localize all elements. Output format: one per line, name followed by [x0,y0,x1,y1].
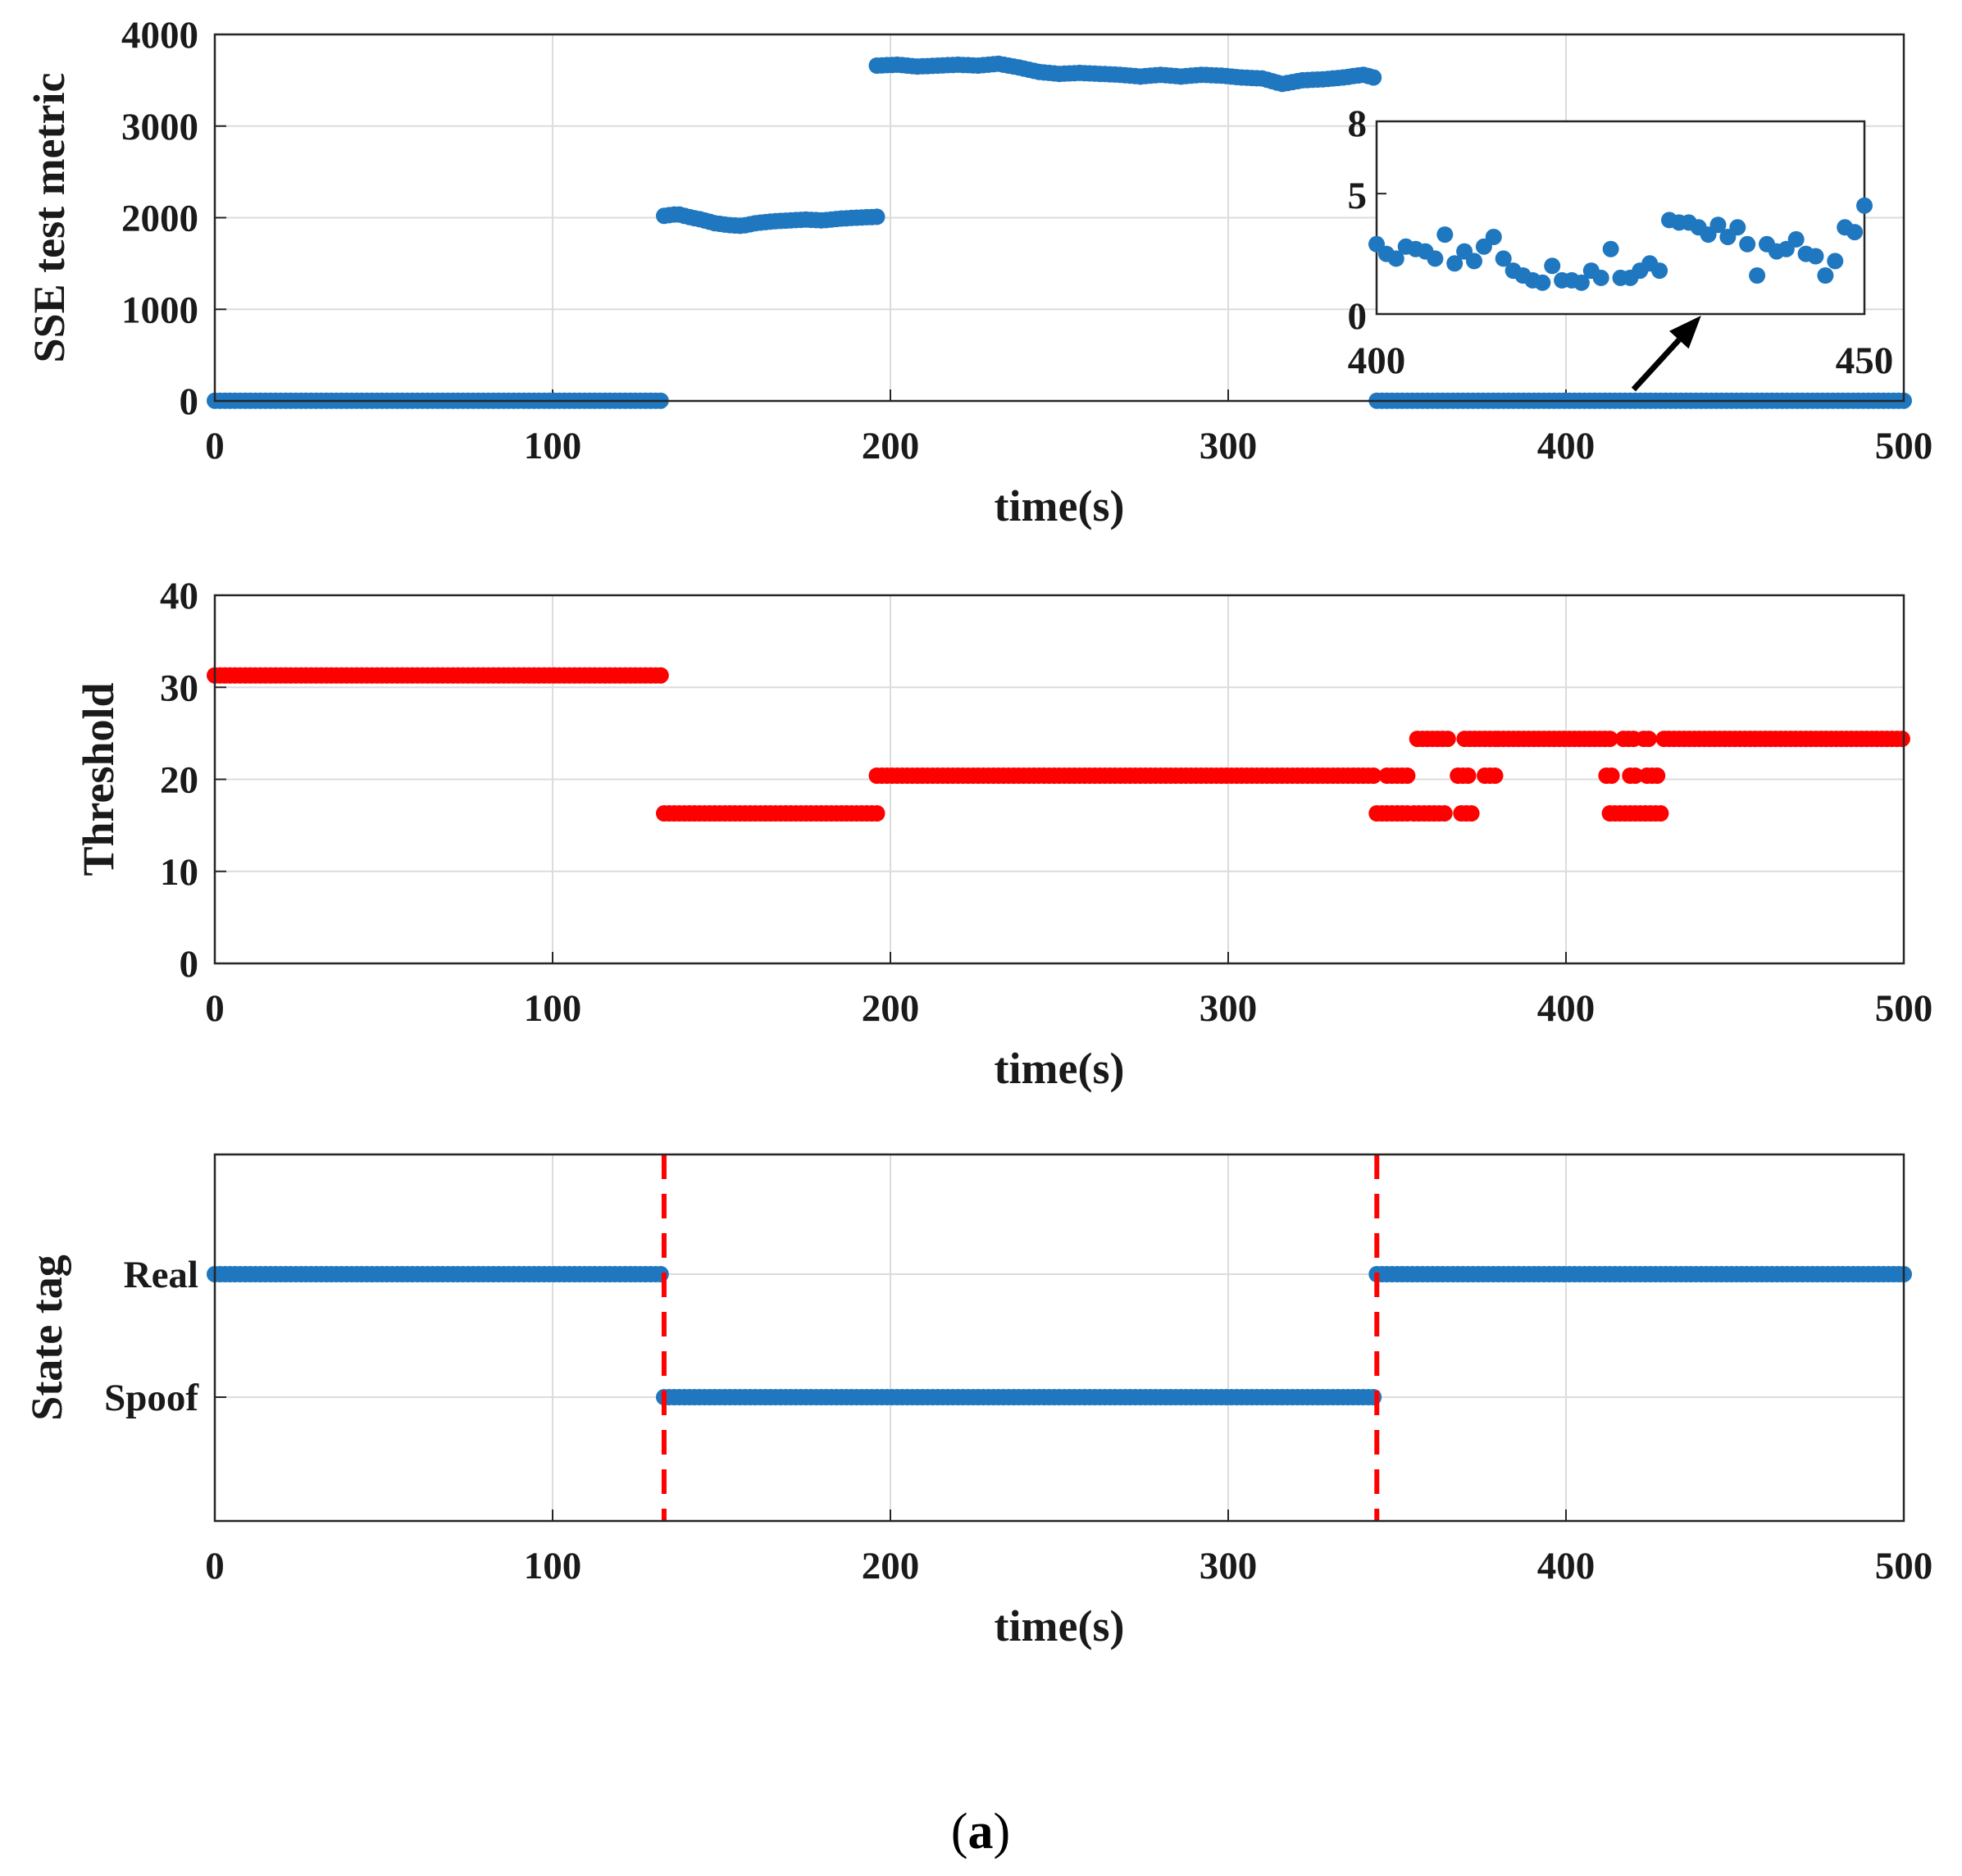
threshold-data-point [1486,767,1504,784]
x-tick-label: 300 [1200,1545,1258,1587]
x-tick-label: 300 [1200,987,1258,1030]
x-tick-label: 100 [524,425,582,467]
x-tick-label: 400 [1537,1545,1596,1587]
y-axis-label: Threshold [74,682,123,876]
threshold-data-point [1436,805,1453,822]
y-tick-label: 1000 [121,289,198,331]
y-tick-label: 20 [160,759,198,802]
inset-data-point [1485,229,1502,245]
y-tick-label: 30 [160,667,198,709]
x-tick-label: 500 [1875,425,1933,467]
threshold-data-point [1627,767,1644,784]
x-tick-label: 500 [1875,1545,1933,1587]
y-tick-label: 2000 [121,198,198,240]
sse-data-point [868,208,885,225]
inset-y-tick-label: 8 [1348,102,1368,145]
y-tick-label: 40 [160,575,198,617]
threshold-panel: 0 100 200 300 400 500 0 10 20 30 40 time(s) Threshol… [74,575,1932,1093]
threshold-data-point [1893,731,1910,748]
inset-data-point [1817,267,1834,284]
inset-x-tick-label: 450 [1836,339,1894,382]
y-tick-label: 0 [180,943,199,986]
x-tick-label: 300 [1200,425,1258,467]
plot-area-border [213,1153,1905,1523]
zoom-arrow-shaft [1631,338,1682,392]
inset-data-point [1427,250,1444,267]
x-tick-label: 0 [205,425,225,467]
threshold-data-point [1603,767,1620,784]
inset-data-point [1749,267,1766,284]
inset-data-point [1856,197,1873,214]
threshold-data-point [1459,767,1477,784]
sse-data-point [1365,69,1382,86]
y-tick-label: 3000 [121,106,198,148]
zoom-arrow-head [1669,316,1701,349]
inset-data-point [1495,250,1512,267]
x-tick-label: 500 [1875,987,1933,1030]
sse-panel: 0 100 200 300 400 50001000200030004000time(s)… [25,14,1932,530]
y-tick-label: 4000 [121,14,198,57]
inset-data-point [1709,216,1727,234]
threshold-data-point [868,805,885,822]
inset-data-point [1534,274,1551,291]
inset-data-point [1602,240,1619,257]
plot-area-border [213,594,1905,965]
inset-y-tick-label: 0 [1348,295,1368,338]
state-panel: 0 100 200 300 400 500 Real Spoof time(s) State ta… [22,1153,1933,1651]
inset-data-point [1651,262,1668,280]
threshold-data-point [1439,731,1456,748]
x-tick-label: 200 [862,987,920,1030]
x-tick-label: 200 [862,1545,920,1587]
inset-data-point [1436,226,1454,244]
y-tick-label: Real [124,1254,198,1296]
inset-x-tick-label: 400 [1348,339,1406,382]
x-axis-label: time(s) [995,1044,1125,1093]
inset-y-tick-label: 5 [1348,175,1368,217]
threshold-data-point [1463,805,1480,822]
threshold-data-point [1365,767,1382,784]
threshold-data-point [1601,731,1618,748]
inset-data-point [1807,248,1824,265]
x-tick-label: 100 [524,1545,582,1587]
inset-data-point [1446,255,1464,272]
y-axis-label: State tag [22,1254,71,1420]
plot-area-border [213,33,1905,403]
y-tick-label: Spoof [104,1377,199,1419]
inset-data-point [1573,274,1590,291]
threshold-data-point [652,667,669,684]
threshold-data-point [1649,767,1666,784]
x-tick-label: 0 [205,987,225,1030]
x-axis-label: time(s) [995,481,1125,530]
x-tick-label: 100 [524,987,582,1030]
threshold-data-point [1640,731,1657,748]
inset-data-point [1544,257,1561,275]
inset-data-point [1387,250,1404,267]
y-tick-label: 0 [180,380,199,423]
x-tick-label: 200 [862,425,920,467]
x-tick-label: 400 [1537,987,1596,1030]
threshold-data-point [1652,805,1669,822]
inset-data-point [1787,230,1805,248]
inset-data-point [1846,224,1864,241]
x-axis-label: time(s) [995,1601,1125,1651]
inset-data-point [1739,235,1756,253]
y-axis-label: SSE test metric [25,73,74,363]
y-tick-label: 10 [160,851,198,894]
inset-data-point [1827,253,1844,270]
inset-data-point [1466,253,1482,270]
inset-data-point [1592,269,1609,286]
threshold-data-point [1399,767,1416,784]
x-tick-label: 0 [205,1545,225,1587]
figure-caption: (a) [951,1804,1010,1860]
x-tick-label: 400 [1537,425,1596,467]
inset-data-point [1729,219,1746,236]
